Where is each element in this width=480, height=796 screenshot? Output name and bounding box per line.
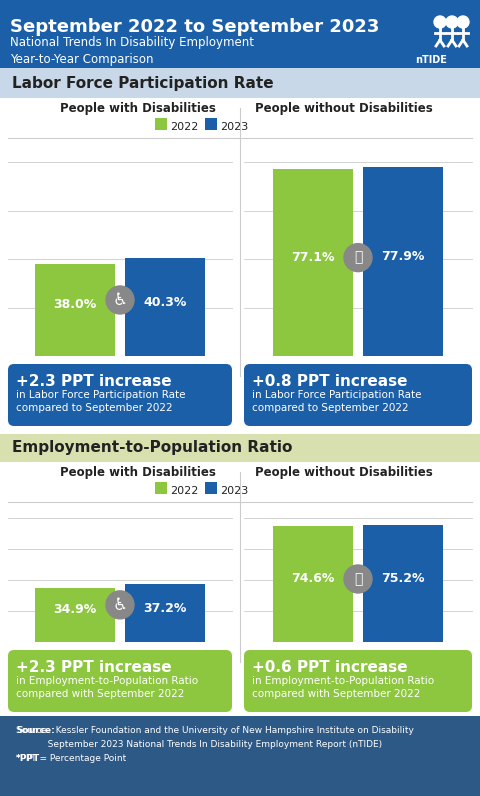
Circle shape xyxy=(106,286,134,314)
Text: People with Disabilities: People with Disabilities xyxy=(60,102,216,115)
Text: +0.8 PPT increase: +0.8 PPT increase xyxy=(252,374,408,389)
Text: 👤: 👤 xyxy=(354,251,362,264)
Text: +0.6 PPT increase: +0.6 PPT increase xyxy=(252,660,408,675)
Bar xyxy=(155,118,167,130)
Text: 34.9%: 34.9% xyxy=(53,603,96,616)
Text: 77.9%: 77.9% xyxy=(381,250,425,263)
Text: 40.3%: 40.3% xyxy=(144,295,187,309)
Bar xyxy=(35,587,115,642)
Text: 2023: 2023 xyxy=(220,122,248,132)
Text: 2022: 2022 xyxy=(170,486,198,496)
Bar xyxy=(273,170,353,356)
Circle shape xyxy=(446,16,458,28)
Circle shape xyxy=(344,244,372,271)
Text: nTIDE: nTIDE xyxy=(415,55,447,65)
Bar xyxy=(205,118,217,130)
Text: in Employment-to-Population Ratio
compared with September 2022: in Employment-to-Population Ratio compar… xyxy=(252,676,434,699)
Bar xyxy=(0,434,480,462)
Bar xyxy=(125,259,205,356)
Text: September 2022 to September 2023: September 2022 to September 2023 xyxy=(10,18,379,36)
FancyBboxPatch shape xyxy=(8,364,232,426)
Text: September 2023 National Trends In Disability Employment Report (nTIDE): September 2023 National Trends In Disabi… xyxy=(16,740,382,749)
Text: *PPT: *PPT xyxy=(16,754,40,763)
Text: Labor Force Participation Rate: Labor Force Participation Rate xyxy=(12,76,274,91)
Text: in Labor Force Participation Rate
compared to September 2022: in Labor Force Participation Rate compar… xyxy=(252,390,421,413)
Circle shape xyxy=(434,16,446,28)
Text: People without Disabilities: People without Disabilities xyxy=(255,102,433,115)
Text: +2.3 PPT increase: +2.3 PPT increase xyxy=(16,374,172,389)
Bar xyxy=(125,584,205,642)
Bar xyxy=(0,716,480,796)
Circle shape xyxy=(457,16,469,28)
Text: Employment-to-Population Ratio: Employment-to-Population Ratio xyxy=(12,440,292,455)
FancyBboxPatch shape xyxy=(8,650,232,712)
Circle shape xyxy=(344,565,372,593)
Text: People without Disabilities: People without Disabilities xyxy=(255,466,433,479)
Bar xyxy=(0,0,480,68)
Text: People with Disabilities: People with Disabilities xyxy=(60,466,216,479)
Bar xyxy=(205,482,217,494)
Text: 75.2%: 75.2% xyxy=(381,572,425,585)
Text: 77.1%: 77.1% xyxy=(291,251,335,264)
Text: ♿: ♿ xyxy=(113,291,127,309)
Bar xyxy=(273,526,353,642)
Text: ♿: ♿ xyxy=(113,596,127,614)
Text: +2.3 PPT increase: +2.3 PPT increase xyxy=(16,660,172,675)
Text: 2022: 2022 xyxy=(170,122,198,132)
Bar xyxy=(0,68,480,98)
FancyBboxPatch shape xyxy=(244,364,472,426)
Circle shape xyxy=(106,591,134,618)
Bar xyxy=(155,482,167,494)
Text: 👤: 👤 xyxy=(354,572,362,586)
Text: Source:: Source: xyxy=(16,726,55,735)
Text: Source:  Kessler Foundation and the University of New Hampshire Institute on Dis: Source: Kessler Foundation and the Unive… xyxy=(16,726,414,735)
FancyBboxPatch shape xyxy=(244,650,472,712)
Bar xyxy=(363,167,443,356)
Bar xyxy=(35,264,115,356)
Text: *PPT = Percentage Point: *PPT = Percentage Point xyxy=(16,754,126,763)
Text: 2023: 2023 xyxy=(220,486,248,496)
Text: in Labor Force Participation Rate
compared to September 2022: in Labor Force Participation Rate compar… xyxy=(16,390,185,413)
Text: in Employment-to-Population Ratio
compared with September 2022: in Employment-to-Population Ratio compar… xyxy=(16,676,198,699)
Text: 74.6%: 74.6% xyxy=(291,572,335,586)
Text: National Trends In Disability Employment
Year-to-Year Comparison: National Trends In Disability Employment… xyxy=(10,36,254,66)
Text: 37.2%: 37.2% xyxy=(144,602,187,615)
Bar xyxy=(363,525,443,642)
Text: 38.0%: 38.0% xyxy=(53,298,96,311)
